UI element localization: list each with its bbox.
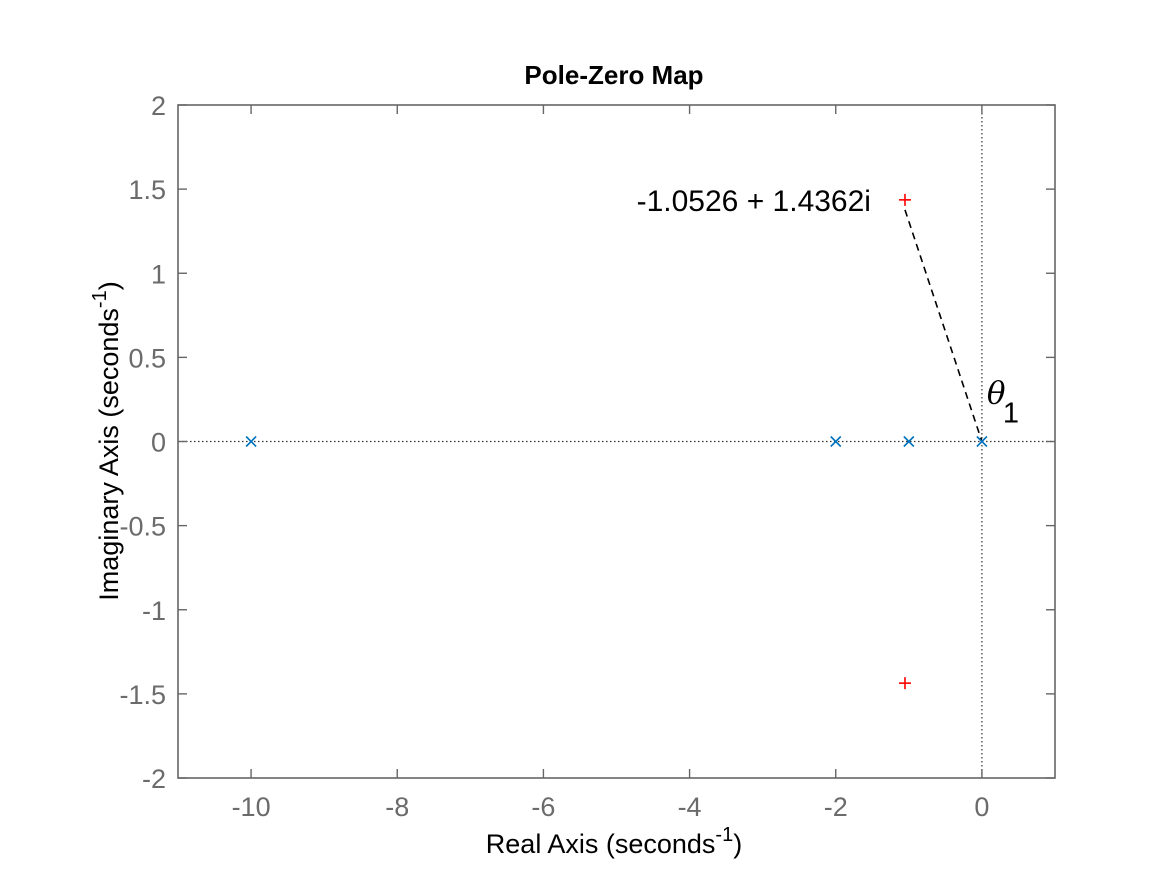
x-tick-label: -10 bbox=[232, 792, 271, 822]
x-axis-label: Real Axis (seconds-1) bbox=[486, 824, 742, 859]
y-tick-label: -1.5 bbox=[119, 680, 166, 710]
zero-marker-1 bbox=[898, 677, 911, 690]
pole-marker-2 bbox=[903, 435, 915, 448]
y-tick-label: 2 bbox=[151, 91, 166, 121]
x-tick-label: -4 bbox=[678, 792, 702, 822]
pole-marker-stroke bbox=[245, 435, 257, 448]
pole-marker-stroke bbox=[976, 435, 988, 448]
theta-subscript: 1 bbox=[1003, 398, 1019, 430]
pole-marker-stroke bbox=[903, 435, 915, 448]
dashed-connector bbox=[904, 209, 983, 442]
y-axis-label-close: ) bbox=[94, 281, 124, 290]
y-tick-label: -0.5 bbox=[119, 512, 166, 542]
tick-labels: -10 -8 -6 -4 -2 0 -2 -1.5 -1 -0.5 0 0.5 1 1.5 2 bbox=[119, 91, 989, 822]
data-marks bbox=[245, 193, 988, 690]
pole-value-annotation: -1.0526 + 1.4362i bbox=[637, 185, 871, 218]
y-tick-label: 1.5 bbox=[128, 175, 166, 205]
y-tick-label: 0.5 bbox=[128, 343, 166, 373]
tick-marks bbox=[178, 104, 1055, 779]
x-tick-label: -2 bbox=[824, 792, 848, 822]
x-tick-label: -6 bbox=[531, 792, 555, 822]
y-tick-label: -1 bbox=[142, 596, 166, 626]
y-tick-label: 1 bbox=[151, 259, 166, 289]
chart-title: Pole-Zero Map bbox=[524, 60, 703, 90]
annotations: -1.0526 + 1.4362i θ1 bbox=[637, 185, 1019, 430]
y-axis-label: Imaginary Axis (seconds-1) bbox=[89, 281, 124, 600]
zero-marker-0 bbox=[898, 193, 911, 206]
x-tick-label: -8 bbox=[385, 792, 409, 822]
x-axis-label-main: Real Axis (seconds bbox=[486, 829, 716, 859]
pole-marker-0 bbox=[245, 435, 257, 448]
pole-marker-stroke bbox=[830, 435, 842, 448]
y-tick-label: -2 bbox=[142, 764, 166, 794]
pole-marker-3 bbox=[976, 435, 988, 448]
dashed-angle-line bbox=[904, 209, 983, 442]
x-tick-label: 0 bbox=[974, 792, 989, 822]
pole-marker-1 bbox=[830, 435, 842, 448]
x-axis-label-close: ) bbox=[733, 829, 742, 859]
y-axis-label-sup: -1 bbox=[89, 290, 111, 308]
plot-area: -1.0526 + 1.4362i θ1 bbox=[177, 104, 1056, 779]
x-axis-label-sup: -1 bbox=[715, 824, 733, 846]
y-axis-label-main: Imaginary Axis (seconds bbox=[94, 308, 124, 601]
y-tick-label: 0 bbox=[151, 428, 166, 458]
theta-annotation: θ bbox=[987, 376, 1006, 412]
